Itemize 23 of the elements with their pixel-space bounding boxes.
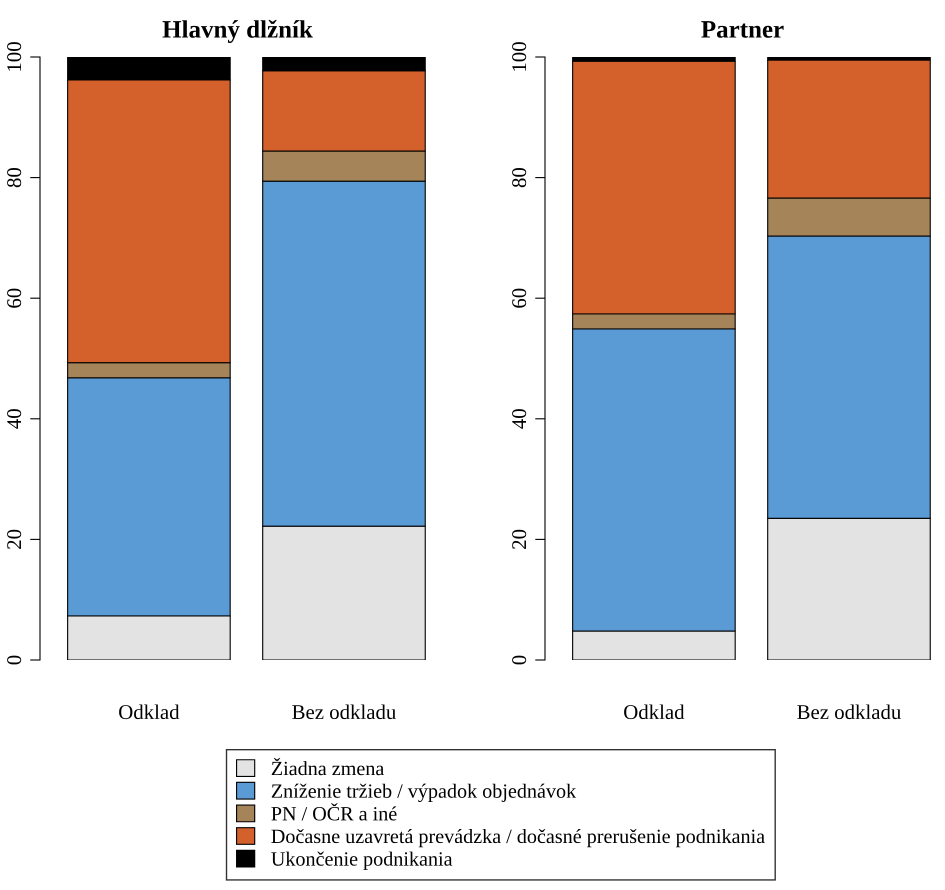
legend-label: Zníženie tržieb / výpadok objednávok	[272, 784, 576, 802]
chart-title: Hlavný dlžník	[162, 20, 313, 43]
y-tick-label: 60	[7, 288, 22, 308]
y-tick-label: 100	[7, 42, 22, 71]
y-tick-label: 0	[512, 656, 526, 664]
y-tick-label: 100	[512, 42, 526, 71]
legend-label: Ukončenie podnikania	[271, 852, 452, 870]
y-tick-label: 20	[7, 530, 22, 549]
x-tick-label: Bez odkladu	[292, 704, 396, 720]
legend-label: Žiadna zmena	[272, 758, 384, 776]
y-tick-label: 80	[512, 168, 526, 188]
chart-title: Partner	[701, 21, 784, 38]
y-tick-label: 20	[512, 530, 526, 549]
x-tick-label: Odklad	[624, 704, 684, 720]
legend-label: PN / OČR a iné	[271, 803, 397, 821]
y-tick-label: 40	[512, 409, 526, 429]
y-tick-label: 40	[7, 409, 22, 429]
legend-label: Dočasne uzavretá prevádzka / dočasné prerušenie podnikania	[271, 828, 765, 848]
x-tick-label: Bez odkladu	[797, 704, 901, 720]
y-tick-label: 80	[7, 168, 22, 188]
y-tick-label: 0	[7, 656, 22, 664]
y-tick-label: 60	[512, 288, 526, 308]
x-tick-label: Odklad	[119, 704, 180, 720]
